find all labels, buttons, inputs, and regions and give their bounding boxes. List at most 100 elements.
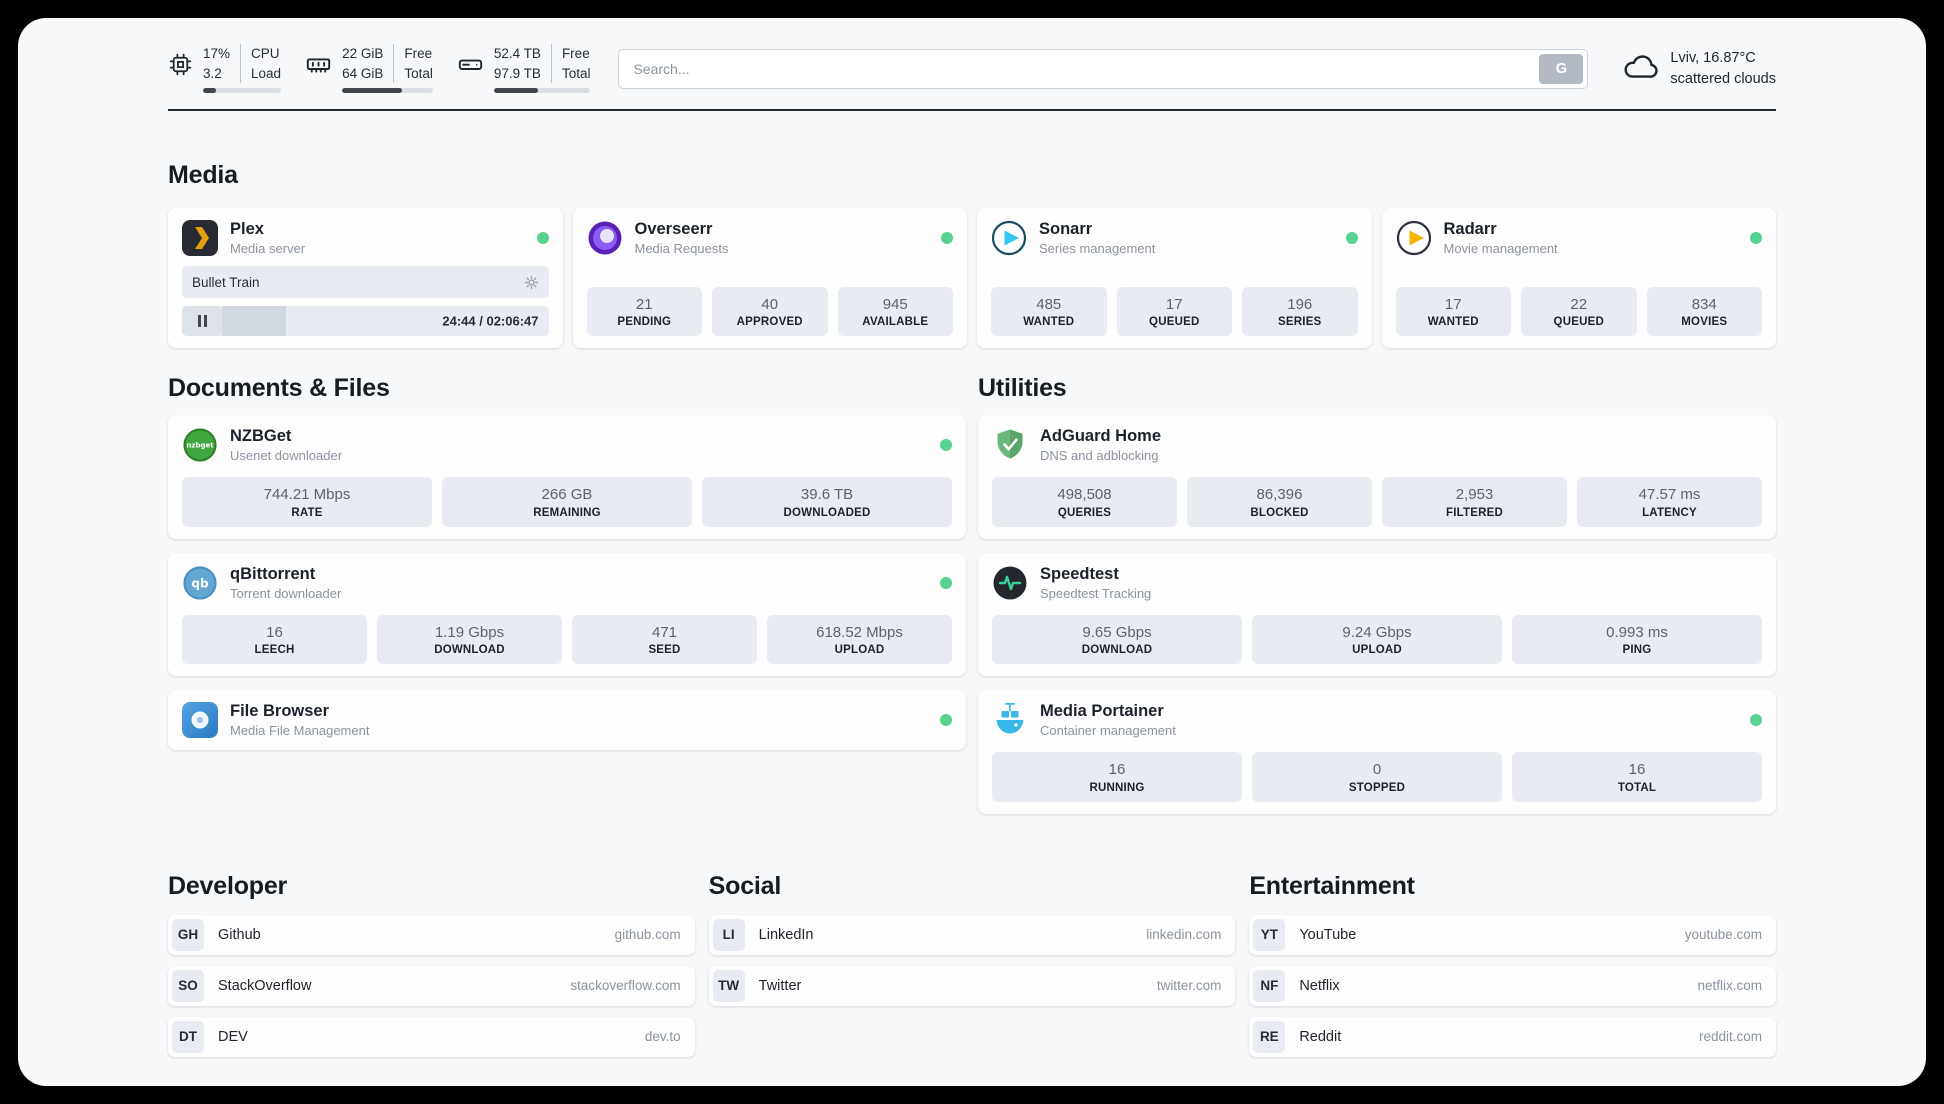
ram-total-value: 64 GiB	[342, 65, 384, 81]
bookmark-name: YouTube	[1299, 926, 1357, 943]
app-subtitle: Movie management	[1443, 241, 1558, 257]
bookmark-twitter[interactable]: TW Twitter twitter.com	[708, 965, 1236, 1006]
search-input[interactable]	[618, 48, 1589, 89]
stat-box: 945 AVAILABLE	[837, 286, 953, 337]
bookmark-badge: RE	[1253, 1020, 1286, 1053]
bookmark-linkedin[interactable]: LI LinkedIn linkedin.com	[708, 914, 1236, 955]
section-developer: Developer GH Github github.com SO StackO…	[168, 872, 695, 1057]
overseerr-icon	[587, 220, 623, 256]
gear-icon[interactable]	[524, 275, 539, 290]
bookmark-netflix[interactable]: NF Netflix netflix.com	[1249, 965, 1776, 1006]
app-card-speedtest[interactable]: Speedtest Speedtest Tracking 9.65 Gbps D…	[978, 552, 1776, 677]
progress-track[interactable]: 24:44 / 02:06:47	[222, 306, 549, 337]
stat-label: RUNNING	[1089, 781, 1145, 794]
stat-box: 39.6 TB DOWNLOADED	[702, 477, 952, 527]
topbar: 17% 3.2 CPU Load	[168, 18, 1776, 94]
app-card-radarr[interactable]: Radarr Movie management 17 WANTED 22 QUE…	[1381, 208, 1776, 349]
app-header: Media Portainer Container management	[992, 702, 1762, 738]
stat-label: UPLOAD	[1352, 644, 1402, 657]
stat-value: 471	[651, 623, 678, 641]
app-card-adguard[interactable]: AdGuard Home DNS and adblocking 498,508 …	[978, 415, 1776, 539]
stat-label: REMAINING	[533, 506, 601, 519]
storage-icon	[457, 51, 484, 78]
stat-label: DOWNLOAD	[1081, 644, 1153, 657]
pause-button[interactable]	[182, 306, 222, 337]
bookmark-name: LinkedIn	[758, 926, 814, 943]
stat-box: 9.65 Gbps DOWNLOAD	[992, 614, 1242, 665]
app-name: File Browser	[230, 702, 330, 721]
section-title-utilities: Utilities	[978, 374, 1067, 403]
app-subtitle: Media server	[230, 241, 306, 257]
app-card-filebrowser[interactable]: File Browser Media File Management	[168, 690, 966, 751]
disk-total-value: 97.9 TB	[493, 65, 541, 81]
cpu-icon	[168, 52, 193, 77]
app-card-nzbget[interactable]: nzbget NZBGet Usenet downloader 744.21 M…	[168, 415, 966, 539]
stat-box: 16 RUNNING	[992, 752, 1242, 802]
stat-value: 22	[1570, 295, 1588, 313]
stat-label: SERIES	[1278, 316, 1322, 329]
stat-value: 86,396	[1256, 486, 1303, 504]
ram-free-label: Free	[404, 46, 433, 61]
stat-label: WANTED	[1023, 316, 1075, 329]
disk-metric: 52.4 TB 97.9 TB Free Total	[457, 44, 591, 94]
app-card-overseerr[interactable]: Overseerr Media Requests 21 PENDING 40 A…	[572, 208, 967, 349]
progress-fill	[222, 306, 286, 337]
bookmark-dev[interactable]: DT DEV dev.to	[168, 1016, 695, 1057]
stat-box: 196 SERIES	[1242, 286, 1358, 337]
media-grid: Plex Media server Bullet Train 24:44 /	[168, 208, 1776, 349]
cpu-load-label: Load	[251, 65, 282, 81]
stat-value: 498,508	[1057, 486, 1112, 504]
stat-label: STOPPED	[1348, 781, 1406, 794]
stat-box: 471 SEED	[572, 614, 757, 665]
stat-label: DOWNLOADED	[783, 506, 871, 519]
stat-label: PING	[1622, 644, 1652, 657]
disk-free-value: 52.4 TB	[493, 46, 541, 61]
ram-total-label: Total	[404, 65, 433, 81]
online-status-dot	[940, 714, 952, 727]
stat-label: RATE	[291, 506, 323, 519]
stat-value: 834	[1691, 295, 1717, 313]
ram-usage-fill	[342, 88, 402, 94]
stat-box: 21 PENDING	[586, 286, 702, 337]
stat-value: 266 GB	[541, 486, 593, 504]
bookmark-github[interactable]: GH Github github.com	[168, 914, 695, 955]
stat-value: 17	[1165, 295, 1183, 313]
app-name: Overseerr	[634, 220, 713, 239]
stat-value: 0	[1372, 761, 1382, 779]
stat-value: 9.24 Gbps	[1342, 623, 1412, 641]
stats-row: 16 LEECH 1.19 Gbps DOWNLOAD 471 SEED 6	[182, 614, 952, 665]
stat-box: 744.21 Mbps RATE	[182, 477, 432, 527]
app-header: Sonarr Series management	[991, 220, 1358, 256]
disk-usage-fill	[493, 88, 539, 94]
stat-value: 40	[761, 295, 779, 313]
app-subtitle: Container management	[1040, 723, 1176, 739]
stat-box: 0.993 ms PING	[1512, 614, 1762, 665]
stat-label: QUEUED	[1149, 316, 1200, 329]
stat-box: 16 TOTAL	[1512, 752, 1762, 802]
adguard-icon	[992, 427, 1028, 463]
disk-free-label: Free	[561, 46, 590, 61]
stat-box: 47.57 ms LATENCY	[1577, 477, 1762, 527]
search-engine-button[interactable]: G	[1539, 53, 1584, 84]
app-card-qbittorrent[interactable]: qb qBittorrent Torrent downloader 16 LEE…	[168, 552, 966, 677]
app-card-plex[interactable]: Plex Media server Bullet Train 24:44 /	[168, 208, 563, 349]
bookmark-youtube[interactable]: YT YouTube youtube.com	[1249, 914, 1776, 955]
bookmark-badge: LI	[712, 918, 745, 951]
app-card-portainer[interactable]: Media Portainer Container management 16 …	[978, 690, 1776, 814]
cpu-label: CPU	[251, 46, 280, 61]
online-status-dot	[536, 232, 549, 245]
cpu-usage-fill	[203, 88, 217, 94]
stats-row: 744.21 Mbps RATE 266 GB REMAINING 39.6 T…	[182, 477, 952, 527]
stat-value: 17	[1444, 295, 1462, 313]
app-subtitle: Speedtest Tracking	[1040, 585, 1152, 601]
online-status-dot	[941, 232, 953, 245]
app-card-sonarr[interactable]: Sonarr Series management 485 WANTED 17 Q…	[977, 208, 1372, 349]
stats-row: 17 WANTED 22 QUEUED 834 MOVIES	[1395, 286, 1762, 337]
stat-box: 2,953 FILTERED	[1382, 477, 1567, 527]
stat-value: 39.6 TB	[800, 486, 854, 504]
bookmark-reddit[interactable]: RE Reddit reddit.com	[1249, 1016, 1776, 1057]
section-title-documents: Documents & Files	[168, 374, 390, 403]
bookmark-name: Reddit	[1299, 1028, 1342, 1045]
stat-label: QUERIES	[1057, 506, 1112, 519]
bookmark-stackoverflow[interactable]: SO StackOverflow stackoverflow.com	[168, 965, 695, 1006]
